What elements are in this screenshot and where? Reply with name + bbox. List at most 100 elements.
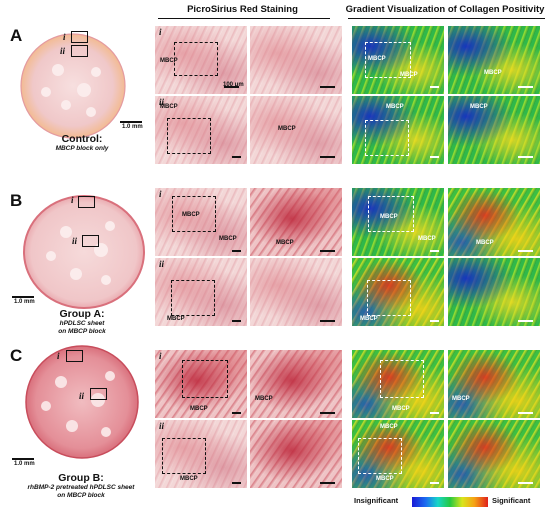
grad-mbcp-a-ii-high: MBCP	[470, 104, 488, 110]
row-letter-a: A	[10, 26, 23, 45]
grad-panel-b-i-high	[448, 188, 540, 256]
overview-scalelabel-b: 1.0 mm	[14, 299, 35, 305]
psr-scalebar-b-i-low	[232, 250, 241, 252]
legend-colorbar	[412, 497, 488, 507]
psr-scalebar-c-i-low	[232, 412, 241, 414]
grad-mbcp-a-i-low: MBCP	[368, 56, 386, 62]
psr-mbcp-a-ii-high: MBCP	[278, 126, 296, 132]
overview-section-b	[6, 192, 152, 312]
grad-mbcp-c-ii-low-2: MBCP	[376, 476, 394, 482]
psr-mbcp-b-ii-low: MBCP	[167, 316, 185, 322]
overview-scalebar-a	[120, 121, 142, 123]
caption-main-a: Control:	[61, 133, 103, 145]
psr-panel-b-ii-low	[155, 258, 247, 326]
psr-column-header: PicroSirius Red Staining	[187, 4, 298, 15]
psr-roman-c-ii: ii	[159, 421, 165, 431]
psr-scalebar-a-ii-high	[320, 156, 335, 158]
grad-panel-c-ii-high	[448, 420, 540, 488]
overview-box-c-i	[66, 350, 83, 362]
overview-section-a	[6, 30, 152, 155]
grad-panel-a-ii-low	[352, 96, 444, 164]
grad-mbcp-c-ii-low: MBCP	[380, 424, 398, 430]
psr-roman-b-ii: ii	[159, 259, 165, 269]
overview-roman-b-ii: ii	[72, 236, 78, 246]
caption-b: Group A: hPDLSC sheet on MBCP block	[20, 308, 144, 336]
overview-roman-a-ii: ii	[60, 46, 66, 56]
psr-roman-c-i: i	[159, 351, 162, 361]
psr-scalebar-c-i-high	[320, 412, 335, 414]
legend-high-label: Significant	[492, 496, 531, 505]
psr-scalebar-a-i-low	[224, 86, 239, 88]
psr-panel-b-i-low	[155, 188, 247, 256]
psr-panel-c-ii-low	[155, 420, 247, 488]
overview-scalebar-c	[12, 458, 34, 460]
caption-sub-c-2: on MBCP block	[57, 492, 105, 499]
overview-box-b-i	[78, 196, 95, 208]
grad-scalebar-b-ii-low	[430, 320, 439, 322]
psr-mbcp-a-i-low: MBCP	[160, 58, 178, 64]
psr-zoombox-b-ii	[171, 280, 215, 316]
overview-tissue-c	[25, 345, 139, 459]
grad-mbcp-c-i-low: MBCP	[392, 406, 410, 412]
grad-panel-c-i-low	[352, 350, 444, 418]
row-letter-c: C	[10, 346, 23, 365]
psr-mbcp-b-i-low-2: MBCP	[219, 236, 237, 242]
grad-mbcp-a-ii-low: MBCP	[386, 104, 404, 110]
gradient-column-header: Gradient Visualization of Collagen Posit…	[345, 4, 545, 15]
grad-zoombox-a-i	[365, 42, 411, 78]
psr-scalebar-b-ii-high	[320, 320, 335, 322]
overview-box-a-ii	[71, 45, 88, 57]
caption-sub-c-1: rhBMP-2 pretreated hPDLSC sheet	[27, 484, 135, 491]
grad-scalebar-c-ii-high	[518, 482, 533, 484]
grad-scalebar-c-ii-low	[430, 482, 439, 484]
psr-zoombox-b-i	[172, 196, 216, 232]
psr-panel-c-i-low	[155, 350, 247, 418]
grad-zoombox-c-ii	[358, 438, 402, 474]
overview-tissue-a	[20, 33, 126, 139]
psr-mbcp-a-ii-low: MBCP	[160, 104, 178, 110]
caption-c: Group B: rhBMP-2 pretreated hPDLSC sheet…	[6, 472, 156, 500]
grad-mbcp-c-i-high: MBCP	[452, 396, 470, 402]
grad-panel-a-i-high	[448, 26, 540, 94]
psr-panel-c-ii-high	[250, 420, 342, 488]
psr-roman-a-i: i	[159, 27, 162, 37]
grad-mbcp-a-i-high: MBCP	[484, 70, 502, 76]
grad-zoombox-b-ii	[367, 280, 411, 316]
psr-panel-a-ii-high	[250, 96, 342, 164]
caption-sub-b-2: on MBCP block	[58, 328, 106, 335]
psr-mbcp-b-i-low: MBCP	[182, 212, 200, 218]
grad-zoombox-c-i	[380, 360, 424, 398]
psr-header-rule	[158, 18, 330, 19]
psr-mbcp-b-i-high: MBCP	[276, 240, 294, 246]
overview-roman-c-i: i	[57, 351, 60, 361]
caption-sub-a-1: MBCP block only	[55, 145, 109, 152]
psr-zoombox-a-ii	[167, 118, 211, 154]
psr-panel-a-i-low	[155, 26, 247, 94]
grad-scalebar-b-ii-high	[518, 320, 533, 322]
grad-panel-c-ii-low	[352, 420, 444, 488]
grad-panel-a-ii-high	[448, 96, 540, 164]
grad-panel-b-i-low	[352, 188, 444, 256]
legend-low-label: Insignificant	[354, 496, 399, 505]
psr-scalebar-c-ii-low	[232, 482, 241, 484]
overview-scalelabel-a: 1.0 mm	[122, 124, 143, 130]
grad-mbcp-a-i-low-2: MBCP	[400, 72, 418, 78]
grad-zoombox-b-i	[368, 196, 414, 232]
psr-scalebar-c-ii-high	[320, 482, 335, 484]
psr-panel-b-ii-high	[250, 258, 342, 326]
row-letter-b: B	[10, 191, 23, 210]
psr-scalebar-a-i-high	[320, 86, 335, 88]
psr-panel-c-i-high	[250, 350, 342, 418]
psr-roman-a-ii: ii	[159, 97, 165, 107]
grad-panel-a-i-low	[352, 26, 444, 94]
grad-scalebar-b-i-low	[430, 250, 439, 252]
overview-tissue-b	[23, 195, 145, 309]
grad-panel-b-ii-high	[448, 258, 540, 326]
psr-roman-b-i: i	[159, 189, 162, 199]
psr-scalelabel-a: 100 μm	[223, 82, 244, 88]
caption-main-c: Group B:	[58, 472, 104, 484]
overview-section-c	[6, 340, 152, 460]
psr-zoombox-c-ii	[162, 438, 206, 474]
grad-mbcp-b-i-low-2: MBCP	[418, 236, 436, 242]
grad-scalebar-c-i-high	[518, 412, 533, 414]
